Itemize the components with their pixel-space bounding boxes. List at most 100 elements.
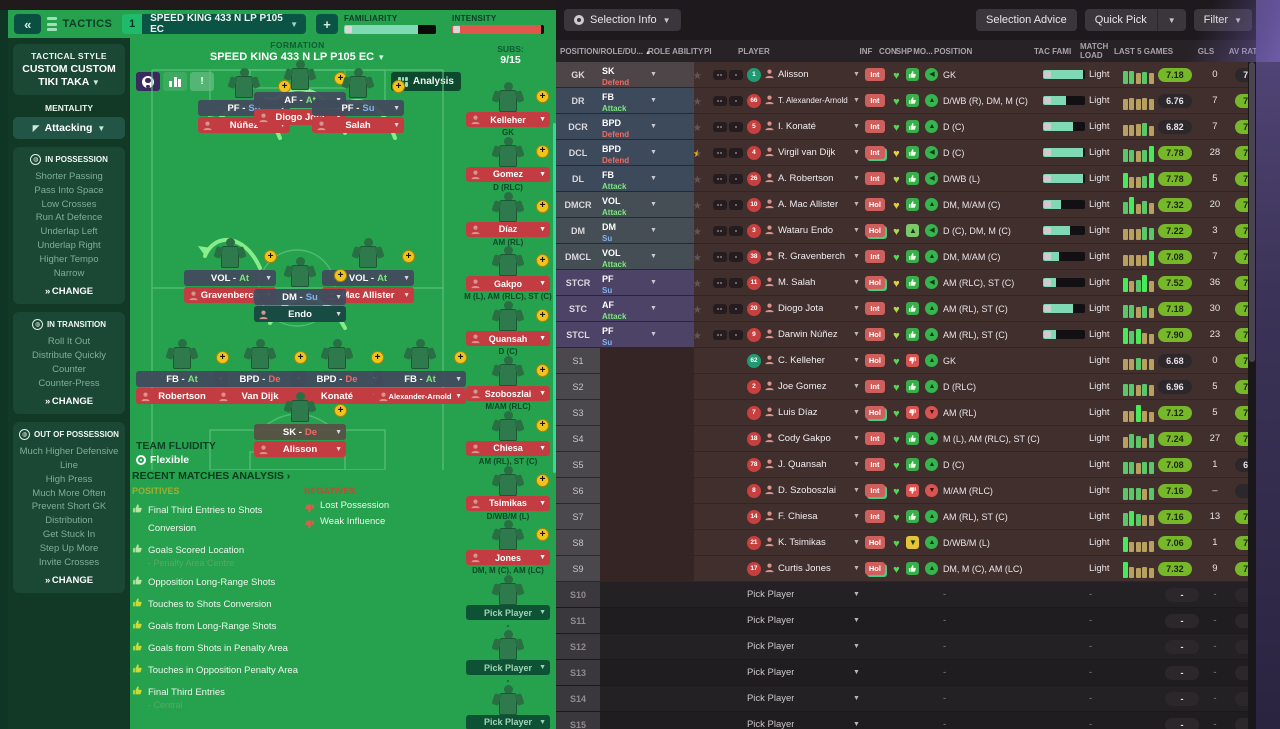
role-duty-dropdown[interactable]: BPD Defend — [602, 144, 630, 166]
header-player[interactable]: PLAYER — [738, 46, 770, 56]
pitch-role-dropdown[interactable]: PF - Su ▼ — [312, 100, 404, 116]
table-row-sub[interactable]: S6▼8D. Szoboszlai▼Int♥▼M/AM (RLC)Light7.… — [556, 478, 1269, 504]
pick-player-dropdown[interactable]: Pick Player ▼ — [746, 641, 860, 652]
pick-player-dropdown[interactable]: Pick Player ▼ — [466, 605, 550, 621]
recent-matches-analysis-title[interactable]: RECENT MATCHES ANALYSIS › — [132, 470, 291, 482]
player-instructions-cell[interactable] — [712, 121, 747, 132]
formation-name-dropdown[interactable]: SPEED KING 433 N LP P105 EC ▼ — [209, 51, 386, 63]
player-dropdown[interactable]: 8 D. Szoboszlai ▼ — [746, 482, 862, 500]
pitch-player-dropdown[interactable]: Alexander-Arnold ▼ — [374, 388, 466, 404]
player-dropdown[interactable]: 14 F. Chiesa ▼ — [746, 508, 862, 526]
back-button[interactable]: « — [14, 14, 42, 34]
header-shp[interactable]: SHP — [895, 46, 913, 56]
header-position-role[interactable]: POSITION/ROLE/DU... ▲ — [560, 46, 652, 56]
add-player-instruction-button[interactable]: + — [536, 144, 549, 158]
subs-scrollbar[interactable] — [553, 123, 556, 473]
header-tac-fami[interactable]: TAC FAMI — [1034, 46, 1072, 56]
role-duty-dropdown[interactable]: BPD Defend — [602, 118, 630, 140]
add-player-instruction-button[interactable]: + — [536, 364, 549, 377]
change-button[interactable]: » CHANGE — [44, 575, 94, 587]
add-player-instruction-button[interactable]: + — [536, 254, 549, 268]
player-dropdown[interactable]: 66 T. Alexander-Arnold ▼ — [746, 92, 862, 110]
players-view-button[interactable] — [136, 72, 160, 91]
table-row-pick[interactable]: S15▼Pick Player▼----- — [556, 712, 1269, 729]
table-row-pick[interactable]: S11▼Pick Player▼----- — [556, 608, 1269, 634]
role-duty-dropdown[interactable]: AF Attack — [602, 300, 627, 322]
sub-player-dropdown[interactable]: Jones ▼ — [466, 550, 550, 566]
change-button[interactable]: » CHANGE — [44, 396, 94, 408]
role-duty-dropdown[interactable]: PF Su — [602, 326, 614, 348]
selection-advice-button[interactable]: Selection Advice — [976, 9, 1077, 31]
pitch-role-dropdown[interactable]: FB - At▼ — [374, 371, 466, 387]
add-player-instruction-button[interactable]: + — [536, 309, 549, 323]
player-instructions-cell[interactable] — [712, 277, 747, 288]
role-duty-dropdown[interactable]: DM Su — [602, 222, 616, 244]
table-row-pick[interactable]: S14▼Pick Player▼----- — [556, 686, 1269, 712]
role-duty-dropdown[interactable]: VOL Attack — [602, 248, 627, 270]
player-dropdown[interactable]: 38 R. Gravenberch ▼ — [746, 248, 862, 266]
sub-player-dropdown[interactable]: Quansah ▼ — [466, 331, 550, 347]
header-role-ability[interactable]: ROLE ABILITY — [648, 46, 704, 56]
tactic-tab[interactable]: 1 SPEED KING 433 N LP P105 EC ▼ — [122, 14, 307, 34]
pick-player-dropdown[interactable]: Pick Player ▼ — [746, 719, 860, 729]
table-row-sub[interactable]: S8▼21K. Tsimikas▼Hol♥▼▲D/WB/M (L)Light7.… — [556, 530, 1269, 556]
player-dropdown[interactable]: 20 Diogo Jota ▼ — [746, 300, 862, 318]
add-player-instruction-button[interactable]: + — [536, 418, 549, 432]
filter-button[interactable]: Filter ▼ — [1193, 9, 1252, 31]
player-dropdown[interactable]: 26 A. Robertson ▼ — [746, 170, 862, 188]
add-player-instruction-button[interactable]: + — [371, 351, 384, 364]
table-row-sub[interactable]: S9 ▼17 Curtis Jones ▼Hol ♥ ▲DM, M (C), AM (LC… — [556, 556, 1269, 582]
add-player-instruction-button[interactable]: + — [536, 199, 549, 213]
header-position[interactable]: POSITION — [934, 46, 973, 56]
add-player-instruction-button[interactable]: + — [402, 250, 415, 263]
add-player-instruction-button[interactable]: + — [536, 473, 549, 487]
sub-player-dropdown[interactable]: Tsimikas ▼ — [466, 495, 550, 511]
player-dropdown[interactable]: 18 Cody Gakpo ▼ — [746, 430, 862, 448]
table-row-pick[interactable]: S10▼Pick Player▼----- — [556, 582, 1269, 608]
pick-player-dropdown[interactable]: Pick Player ▼ — [746, 693, 860, 704]
pitch-role-dropdown[interactable]: DM - Su ▼ — [254, 289, 346, 305]
header-con[interactable]: CON — [879, 46, 897, 56]
player-dropdown[interactable]: 21 K. Tsimikas ▼ — [746, 534, 862, 552]
pick-player-dropdown[interactable]: Pick Player ▼ — [466, 660, 550, 675]
player-dropdown[interactable]: 78 J. Quansah ▼ — [746, 456, 862, 474]
sub-player-dropdown[interactable]: Chiesa ▼ — [466, 440, 550, 456]
stats-view-button[interactable] — [163, 72, 187, 91]
add-player-instruction-button[interactable]: + — [264, 250, 277, 263]
sub-player-dropdown[interactable]: Díaz ▼ — [466, 221, 550, 237]
sub-player-dropdown[interactable]: Kelleher ▼ — [466, 112, 550, 127]
role-duty-dropdown[interactable]: PF Su — [602, 274, 614, 296]
sub-player-dropdown[interactable]: Gomez ▼ — [466, 166, 550, 182]
role-duty-dropdown[interactable]: FB Attack — [602, 92, 627, 114]
pitch-player-dropdown[interactable]: Salah ▼ — [312, 117, 404, 133]
add-player-instruction-button[interactable]: + — [334, 404, 347, 417]
player-dropdown[interactable]: 4 Virgil van Dijk ▼ — [746, 144, 862, 162]
scrollbar-thumb[interactable] — [1249, 62, 1255, 362]
add-player-instruction-button[interactable]: + — [294, 351, 307, 364]
pitch-player-dropdown[interactable]: Alisson ▼ — [254, 441, 346, 457]
header-gls[interactable]: GLS — [1197, 46, 1215, 56]
player-instructions-cell[interactable] — [712, 225, 747, 236]
table-row-sub[interactable]: S7 ▼14 F. Chiesa ▼Int ♥ ▲AM (RL), ST (C) Light… — [556, 504, 1269, 530]
player-dropdown[interactable]: 7 Luis Díaz ▼ — [746, 404, 862, 422]
role-duty-dropdown[interactable]: VOL Attack — [602, 196, 627, 218]
header-pi[interactable]: PI — [704, 46, 712, 56]
player-dropdown[interactable]: 5 I. Konaté ▼ — [746, 118, 862, 136]
add-player-instruction-button[interactable]: + — [536, 528, 549, 542]
player-dropdown[interactable]: 9 Darwin Núñez ▼ — [746, 326, 862, 344]
header-last5[interactable]: LAST 5 GAMES — [1114, 46, 1174, 56]
player-dropdown[interactable]: 1 Alisson ▼ — [746, 66, 862, 84]
player-instructions-cell[interactable] — [712, 147, 747, 158]
table-row-sub[interactable]: S4 ▼18 Cody Gakpo ▼Int ♥ ▲M (L), AM (RLC), ST… — [556, 426, 1269, 452]
header-match-load[interactable]: MATCH LOAD — [1080, 42, 1109, 60]
